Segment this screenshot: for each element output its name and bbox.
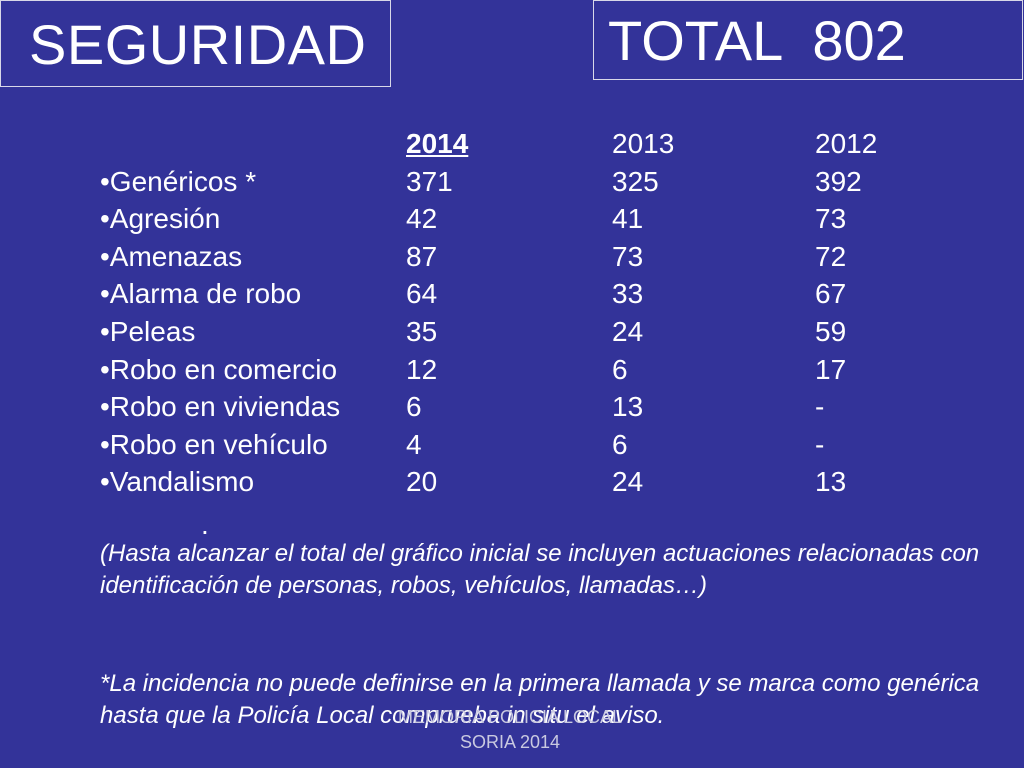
- table-row: •Agresión 42 41 73: [100, 200, 877, 238]
- row-label: •Robo en comercio: [100, 353, 338, 385]
- cell-2014: 4: [406, 428, 422, 460]
- cell-2012: 73: [815, 203, 847, 235]
- footnote-generic: *La incidencia no puede definirse en la …: [100, 670, 980, 729]
- row-label: •Robo en viviendas: [100, 391, 341, 423]
- table-row: •Robo en viviendas 6 13 -: [100, 388, 877, 426]
- cell-2013: 24: [612, 466, 644, 498]
- cell-2012: 67: [815, 278, 847, 310]
- header-cell-2012: 2012: [815, 128, 878, 159]
- header-cell-empty: [100, 125, 406, 163]
- cell-2013: 41: [612, 203, 644, 235]
- row-label: •Peleas: [100, 315, 196, 347]
- title-box-total: TOTAL 802: [593, 0, 1023, 80]
- cell-2014: 371: [406, 165, 453, 197]
- cell-2012: 392: [815, 165, 862, 197]
- title-box-seguridad: SEGURIDAD: [0, 0, 391, 87]
- row-label: •Vandalismo: [100, 466, 255, 498]
- incidents-table: 2014 2013 2012 •Genéricos * 371 325 392 …: [100, 125, 877, 501]
- table-row: •Robo en comercio 12 6 17: [100, 351, 877, 389]
- stray-dot: .: [201, 509, 209, 540]
- table-row: •Peleas 35 24 59: [100, 313, 877, 351]
- cell-2014: 64: [406, 278, 438, 310]
- total-label: TOTAL 802: [608, 9, 906, 72]
- cell-2013: 24: [612, 315, 644, 347]
- header-cell-2013: 2013: [612, 128, 675, 159]
- cell-2013: 6: [612, 428, 628, 460]
- page-title: SEGURIDAD: [29, 13, 367, 76]
- explanatory-note: (Hasta alcanzar el total del gráfico ini…: [100, 540, 980, 599]
- cell-2012: 59: [815, 315, 847, 347]
- table-row: •Vandalismo 20 24 13: [100, 463, 877, 501]
- footer-soria: SORIA 2014: [459, 732, 561, 752]
- table-row: •Robo en vehículo 4 6 -: [100, 426, 877, 464]
- table-row: •Genéricos * 371 325 392: [100, 163, 877, 201]
- table-row: •Alarma de robo 64 33 67: [100, 275, 877, 313]
- cell-2014: 6: [406, 391, 422, 423]
- header-cell-2014: 2014: [406, 128, 469, 159]
- cell-2013: 33: [612, 278, 644, 310]
- row-label: •Agresión: [100, 203, 221, 235]
- cell-2013: 13: [612, 391, 644, 423]
- row-label: •Robo en vehículo: [100, 428, 328, 460]
- cell-2012: -: [815, 391, 825, 423]
- row-label: •Amenazas: [100, 240, 243, 272]
- footer-memoria: MEMORIA POLICIA LOCAL: [397, 707, 623, 727]
- cell-2014: 35: [406, 315, 438, 347]
- cell-2013: 325: [612, 165, 659, 197]
- table-header-row: 2014 2013 2012: [100, 125, 877, 163]
- cell-2014: 12: [406, 353, 438, 385]
- cell-2012: 13: [815, 466, 847, 498]
- row-label: •Alarma de robo: [100, 278, 302, 310]
- row-label: •Genéricos *: [100, 165, 257, 197]
- table-row: •Amenazas 87 73 72: [100, 238, 877, 276]
- cell-2012: -: [815, 428, 825, 460]
- cell-2012: 72: [815, 240, 847, 272]
- cell-2013: 6: [612, 353, 628, 385]
- cell-2014: 42: [406, 203, 438, 235]
- cell-2012: 17: [815, 353, 847, 385]
- cell-2013: 73: [612, 240, 644, 272]
- cell-2014: 20: [406, 466, 438, 498]
- cell-2014: 87: [406, 240, 438, 272]
